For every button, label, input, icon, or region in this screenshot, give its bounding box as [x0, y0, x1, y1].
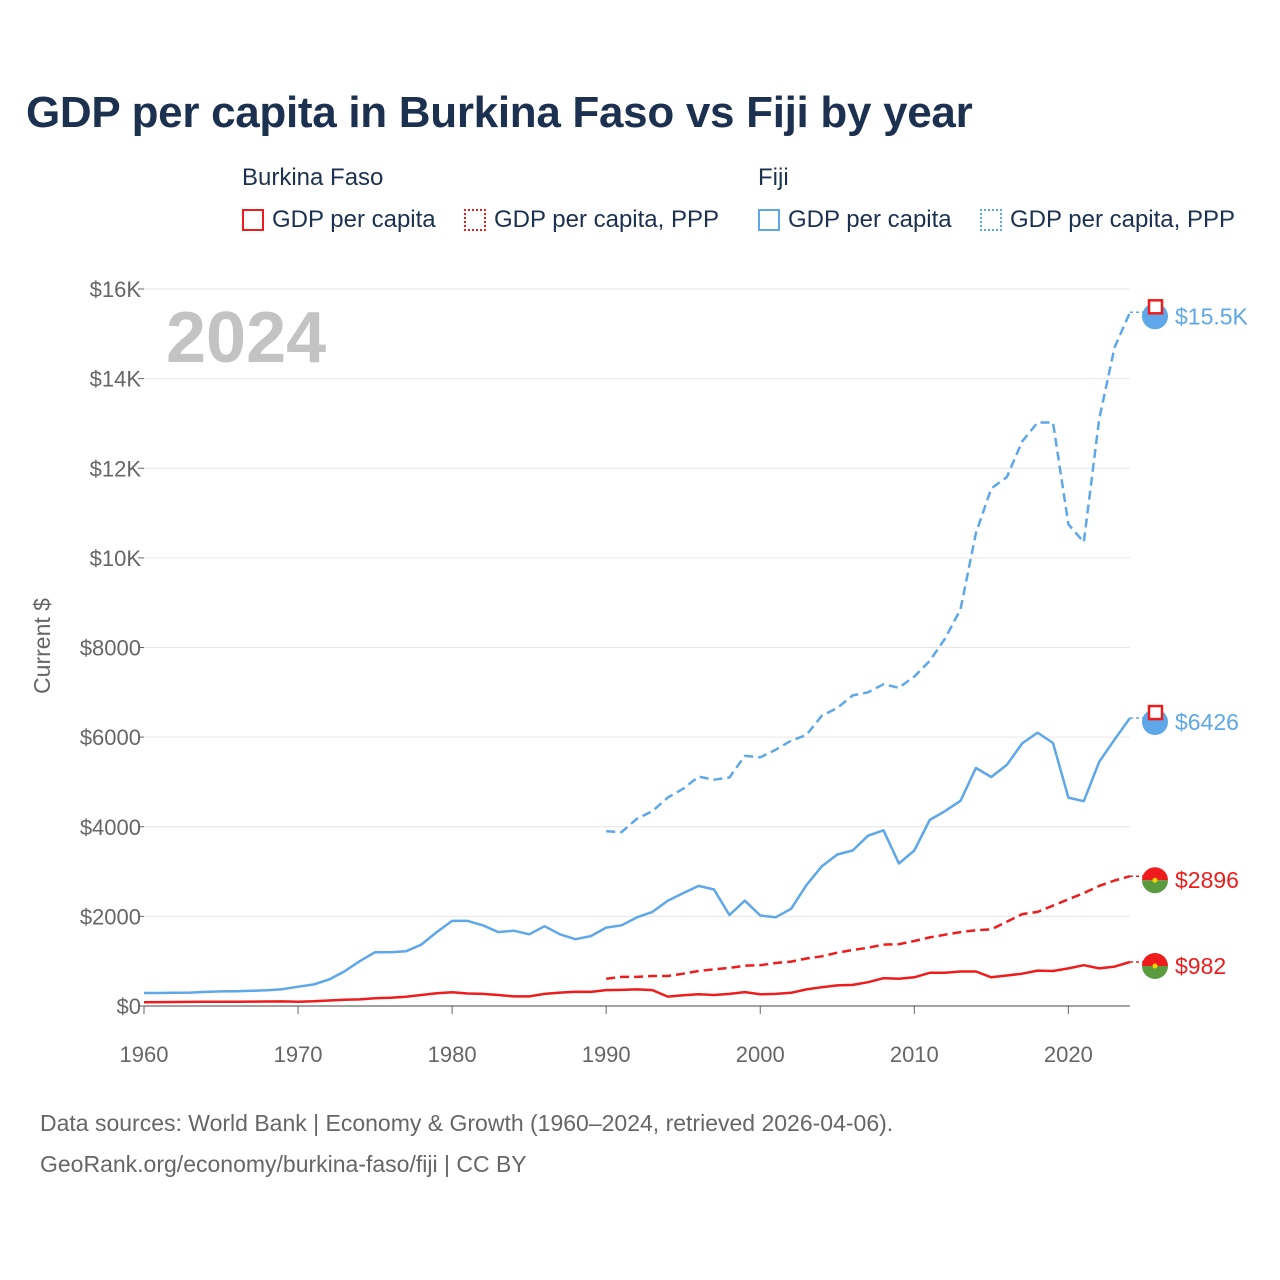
burkina-flag-top-icon [1142, 952, 1168, 966]
y-tick-label: $14K [90, 367, 142, 392]
series-line[interactable] [143, 960, 1131, 1004]
legend-item-burkina-faso-gdp[interactable]: GDP per capita [242, 205, 436, 235]
x-axis-ticks: 1960 1970 1980 1990 2000 2010 2020 [120, 1006, 1093, 1067]
legend-swatch-dotted-icon [980, 209, 1002, 231]
legend-group-burkina-faso: Burkina Faso [242, 164, 384, 191]
flag-shield-icon [1147, 704, 1164, 721]
year-watermark: 2024 [166, 298, 326, 378]
burkina-flag-top-icon [1142, 867, 1168, 881]
legend-item-label: GDP per capita, PPP [1010, 206, 1235, 233]
y-tick-label: $0 [117, 994, 141, 1019]
y-axis-label: Current $ [29, 598, 55, 694]
end-markers: $15.5K $6426 $2896 $982 [1130, 299, 1249, 979]
footer-sources: Data sources: World Bank | Economy & Gro… [40, 1110, 894, 1136]
footer-attribution[interactable]: GeoRank.org/economy/burkina-faso/fiji | … [40, 1151, 527, 1177]
end-value-label: $2896 [1175, 867, 1239, 893]
end-value-label: $15.5K [1175, 303, 1249, 329]
chart-title: GDP per capita in Burkina Faso vs Fiji b… [26, 88, 973, 137]
gridlines [144, 288, 1130, 917]
end-value-label: $6426 [1175, 709, 1239, 735]
y-tick-label: $16K [90, 277, 142, 302]
series-lines [143, 311, 1132, 1004]
x-tick-label: 2020 [1044, 1042, 1093, 1067]
series-line[interactable] [606, 311, 1132, 834]
legend-swatch-solid-icon [758, 209, 780, 231]
legend-item-fiji-gdp[interactable]: GDP per capita [758, 205, 952, 235]
y-tick-label: $6000 [80, 725, 141, 750]
flag-star-icon [1152, 963, 1158, 969]
x-tick-label: 1990 [582, 1042, 631, 1067]
y-tick-label: $4000 [80, 815, 141, 840]
x-tick-label: 2000 [736, 1042, 785, 1067]
legend-item-burkina-faso-gdp-ppp[interactable]: GDP per capita, PPP [464, 205, 719, 235]
y-tick-label: $10K [90, 546, 142, 571]
legend-item-fiji-gdp-ppp[interactable]: GDP per capita, PPP [980, 205, 1235, 235]
burkina-flag-bottom-icon [1142, 965, 1168, 979]
legend-group-fiji: Fiji [758, 164, 789, 191]
burkina-flag-bottom-icon [1142, 880, 1168, 894]
legend-item-label: GDP per capita, PPP [494, 206, 719, 233]
flag-shield-icon [1147, 299, 1164, 315]
legend-item-label: GDP per capita [272, 206, 436, 233]
y-tick-label: $2000 [80, 904, 141, 929]
legend-swatch-dotted-icon [464, 209, 486, 231]
flag-star-icon [1152, 877, 1158, 883]
series-line[interactable] [606, 874, 1131, 980]
y-axis-ticks: $0 $2000 $4000 $6000 $8000 $10K $12K $14K $16K [80, 277, 144, 1019]
x-tick-label: 1970 [274, 1042, 323, 1067]
x-tick-label: 2010 [890, 1042, 939, 1067]
x-tick-label: 1960 [120, 1042, 169, 1067]
y-tick-label: $12K [90, 456, 142, 481]
series-line[interactable] [144, 717, 1132, 995]
end-value-label: $982 [1175, 953, 1226, 979]
y-tick-label: $8000 [80, 636, 141, 661]
x-tick-label: 1980 [428, 1042, 477, 1067]
legend-swatch-solid-icon [242, 209, 264, 231]
legend-item-label: GDP per capita [788, 206, 952, 233]
